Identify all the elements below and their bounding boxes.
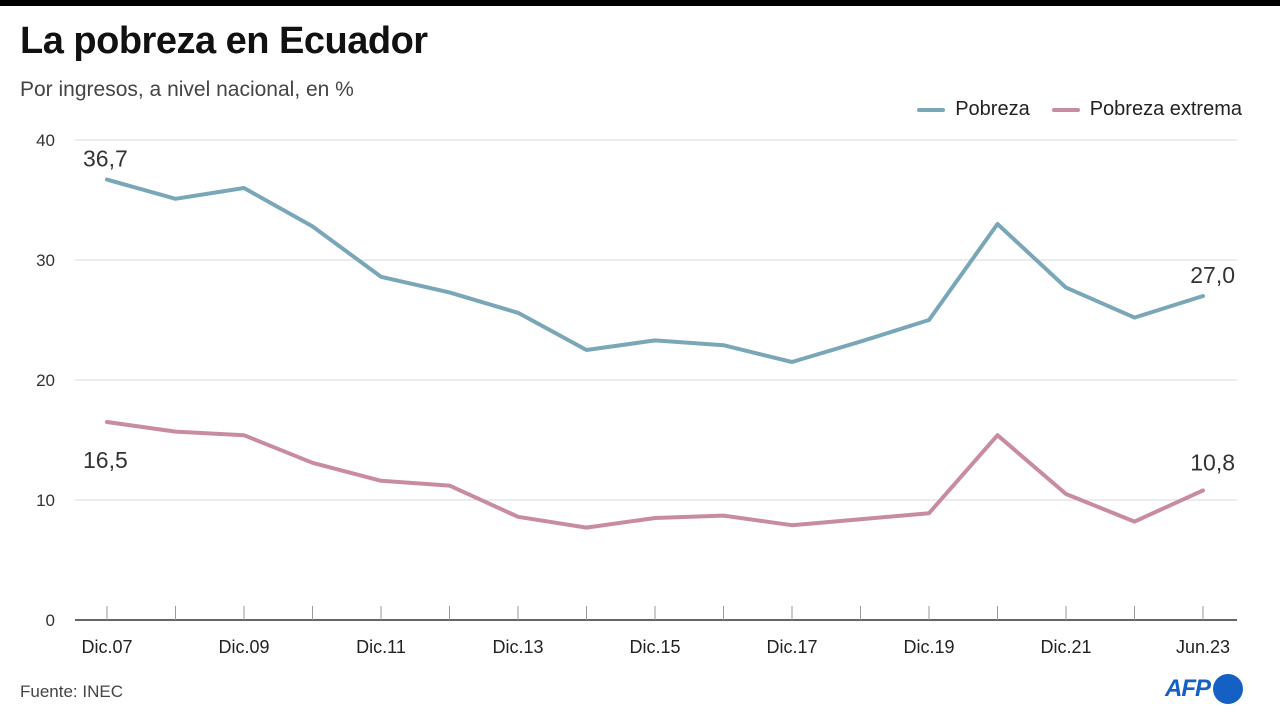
chart-title: La pobreza en Ecuador	[20, 20, 428, 62]
series-line-pobreza	[105, 177, 1205, 364]
afp-logo: AFP	[1165, 674, 1243, 704]
x-tick-label-Dic.13: Dic.13	[492, 637, 543, 657]
y-tick-label-30: 30	[36, 251, 55, 270]
data-label-pobreza-0: 36,7	[83, 146, 128, 172]
legend-swatch-pobreza	[917, 107, 946, 112]
series-line-pobreza-extrema	[105, 420, 1205, 530]
afp-logo-text: AFP	[1165, 675, 1211, 702]
legend-label-pobreza: Pobreza	[955, 98, 1030, 120]
x-tick-label-Dic.11: Dic.11	[356, 637, 406, 657]
x-tick-label-Jun.23: Jun.23	[1176, 637, 1230, 657]
x-tick-label-Dic.19: Dic.19	[903, 637, 954, 657]
data-label-pobreza-extrema-0: 16,5	[83, 447, 128, 473]
chart-subtitle: Por ingresos, a nivel nacional, en %	[20, 78, 354, 101]
x-tick-label-Dic.17: Dic.17	[766, 637, 817, 657]
legend-item-pobreza-extrema: Pobreza extrema	[1051, 98, 1242, 121]
legend: Pobreza Pobreza extrema	[917, 98, 1242, 121]
y-tick-label-0: 0	[46, 611, 55, 630]
x-tick-label-Dic.07: Dic.07	[81, 637, 132, 657]
data-label-pobreza-16: 27,0	[1190, 262, 1235, 288]
x-tick-label-Dic.15: Dic.15	[629, 637, 680, 657]
x-tick-label-Dic.09: Dic.09	[218, 637, 269, 657]
y-tick-label-40: 40	[36, 131, 55, 150]
legend-label-pobreza-extrema: Pobreza extrema	[1089, 98, 1242, 120]
afp-logo-dot	[1213, 674, 1243, 704]
y-tick-label-20: 20	[36, 371, 55, 390]
top-bar	[0, 0, 1280, 6]
x-tick-label-Dic.21: Dic.21	[1040, 637, 1091, 657]
legend-swatch-pobreza-extrema	[1051, 107, 1080, 112]
source-note: Fuente: INEC	[20, 682, 123, 701]
legend-item-pobreza: Pobreza	[917, 98, 1030, 121]
y-tick-label-10: 10	[36, 491, 55, 510]
data-label-pobreza-extrema-16: 10,8	[1190, 449, 1235, 475]
